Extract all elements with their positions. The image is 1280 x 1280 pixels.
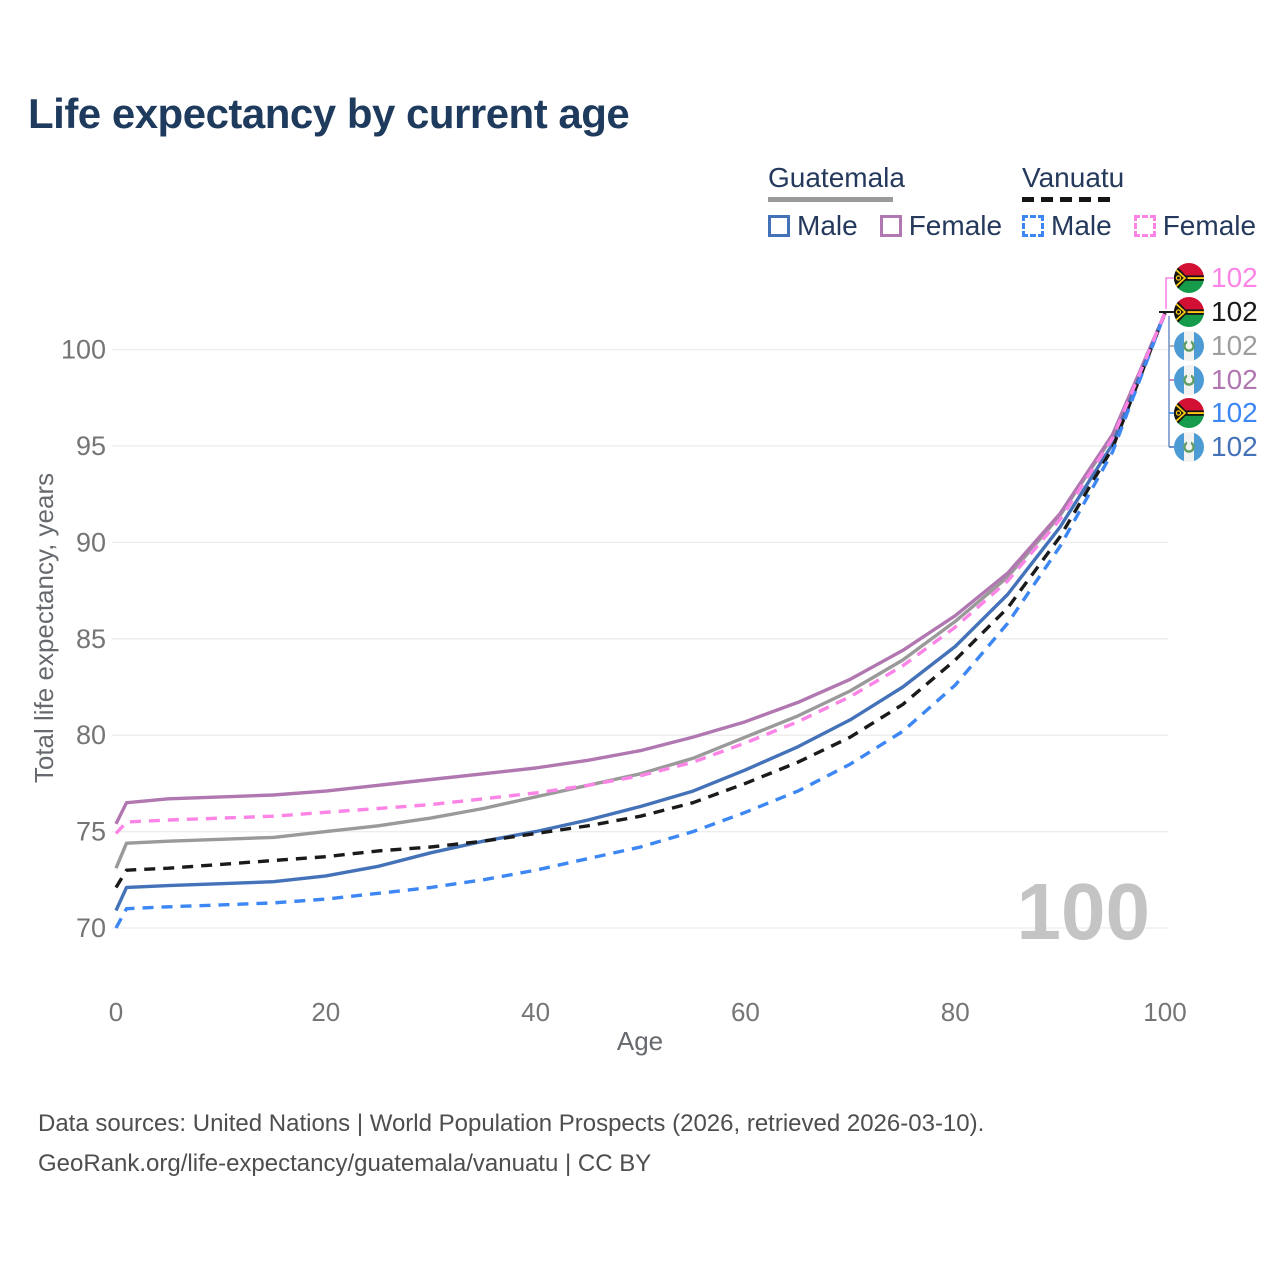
legend-group-vanuatu-label[interactable]: Vanuatu bbox=[1022, 162, 1125, 193]
guatemala-flag-icon bbox=[1174, 331, 1204, 361]
footer-attribution: GeoRank.org/life-expectancy/guatemala/va… bbox=[38, 1150, 652, 1177]
y-tick-label-85: 85 bbox=[76, 624, 106, 654]
series-line-guatemala_male[interactable] bbox=[114, 312, 1167, 912]
vanuatu-female-swatch-icon[interactable] bbox=[1133, 215, 1156, 237]
end-label-guatemala_total: 102 bbox=[1174, 330, 1258, 362]
end-value-label: 102 bbox=[1211, 431, 1258, 462]
legend-guatemala-line-swatch bbox=[768, 197, 893, 202]
x-axis-title: Age bbox=[616, 1026, 664, 1056]
y-tick-label-90: 90 bbox=[76, 527, 106, 557]
vanuatu-flag-icon bbox=[1174, 398, 1204, 428]
series-line-vanuatu_total[interactable] bbox=[114, 312, 1167, 889]
end-label-guatemala_female: 102 bbox=[1174, 364, 1258, 396]
y-tick-label-75: 75 bbox=[76, 817, 106, 847]
y-axis-title: Total life expectancy, years bbox=[29, 472, 59, 784]
end-label-vanuatu_female: 102 bbox=[1174, 262, 1258, 294]
end-label-vanuatu_total: 102 bbox=[1174, 296, 1258, 328]
series-line-vanuatu_female[interactable] bbox=[114, 312, 1167, 835]
legend-group-guatemala[interactable]: Guatemala Male Female bbox=[768, 162, 1002, 242]
footer-data-sources: Data sources: United Nations | World Pop… bbox=[38, 1110, 985, 1137]
series-line-vanuatu_male[interactable] bbox=[114, 312, 1167, 929]
legend-item-guatemala-female[interactable]: Female bbox=[879, 210, 1003, 242]
guatemala-flag-icon bbox=[1174, 365, 1204, 395]
guatemala-male-swatch-icon[interactable] bbox=[768, 215, 790, 237]
end-label-vanuatu_male: 102 bbox=[1174, 397, 1258, 429]
x-tick-label-80: 80 bbox=[941, 997, 970, 1027]
x-tick-label-100: 100 bbox=[1143, 997, 1186, 1027]
end-value-label: 102 bbox=[1211, 364, 1258, 395]
end-value-label: 102 bbox=[1211, 330, 1258, 361]
end-value-label: 102 bbox=[1211, 397, 1258, 428]
y-tick-label-100: 100 bbox=[61, 335, 106, 365]
end-value-label: 102 bbox=[1211, 262, 1258, 293]
legend-item-vanuatu-male[interactable]: Male bbox=[1022, 210, 1112, 242]
legend-item-label: Male bbox=[797, 210, 858, 241]
end-value-label: 102 bbox=[1211, 296, 1258, 327]
x-tick-label-40: 40 bbox=[521, 997, 550, 1027]
x-tick-label-20: 20 bbox=[311, 997, 340, 1027]
guatemala-flag-icon bbox=[1174, 432, 1204, 462]
y-tick-label-70: 70 bbox=[76, 913, 106, 943]
end-label-guatemala_male: 102 bbox=[1174, 431, 1258, 463]
legend-item-label: Female bbox=[1162, 210, 1257, 241]
vanuatu-male-swatch-icon[interactable] bbox=[1022, 215, 1044, 237]
legend-group-guatemala-label[interactable]: Guatemala bbox=[768, 162, 905, 193]
watermark-100: 100 bbox=[1016, 867, 1150, 956]
legend-group-vanuatu[interactable]: Vanuatu Male Female bbox=[1022, 162, 1256, 242]
legend-vanuatu-line-swatch bbox=[1022, 197, 1117, 202]
vanuatu-flag-icon bbox=[1174, 297, 1204, 327]
series-line-guatemala_female[interactable] bbox=[114, 312, 1167, 825]
legend-item-label: Male bbox=[1051, 210, 1112, 241]
guatemala-female-swatch-icon[interactable] bbox=[879, 215, 902, 237]
x-tick-label-60: 60 bbox=[731, 997, 760, 1027]
x-tick-label-0: 0 bbox=[109, 997, 123, 1027]
legend-item-vanuatu-female[interactable]: Female bbox=[1133, 210, 1257, 242]
y-tick-label-95: 95 bbox=[76, 431, 106, 461]
page-title: Life expectancy by current age bbox=[28, 90, 630, 137]
leader-line-vanuatu-female bbox=[1165, 277, 1174, 309]
y-tick-label-80: 80 bbox=[76, 720, 106, 750]
series-line-guatemala_total[interactable] bbox=[114, 312, 1167, 869]
vanuatu-flag-icon bbox=[1174, 263, 1204, 293]
legend-item-label: Female bbox=[908, 210, 1003, 241]
legend-item-guatemala-male[interactable]: Male bbox=[768, 210, 858, 242]
